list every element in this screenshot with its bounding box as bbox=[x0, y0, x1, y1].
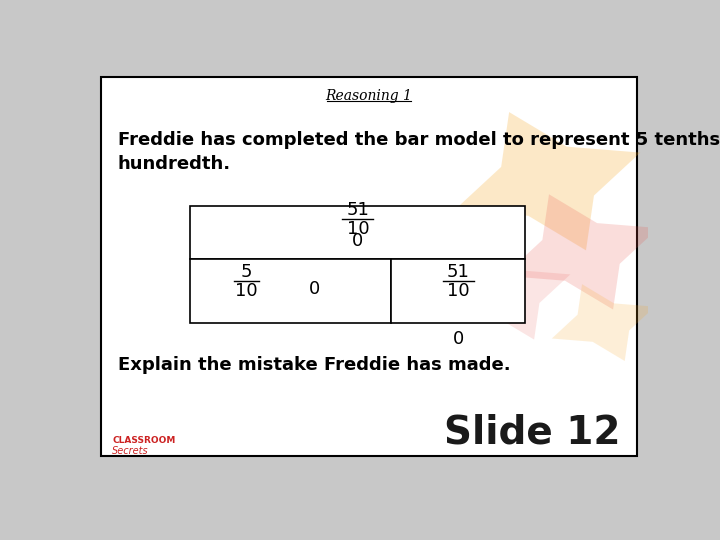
Text: 10: 10 bbox=[235, 282, 258, 300]
Text: 0: 0 bbox=[453, 330, 464, 348]
Polygon shape bbox=[455, 112, 640, 251]
Text: 10: 10 bbox=[346, 220, 369, 238]
Text: Slide 12: Slide 12 bbox=[444, 414, 620, 451]
Text: CLASSROOM: CLASSROOM bbox=[112, 436, 176, 446]
Text: Secrets: Secrets bbox=[112, 446, 149, 456]
Text: 51: 51 bbox=[447, 264, 469, 281]
Text: 51: 51 bbox=[346, 201, 369, 219]
Polygon shape bbox=[446, 247, 570, 340]
Bar bbox=[190, 206, 526, 259]
Text: 0: 0 bbox=[310, 280, 320, 298]
Bar bbox=[190, 259, 392, 322]
Text: Reasoning 1: Reasoning 1 bbox=[325, 89, 413, 103]
Text: 5: 5 bbox=[241, 264, 253, 281]
Text: Freddie has completed the bar model to represent 5 tenths and 1
hundredth.: Freddie has completed the bar model to r… bbox=[118, 131, 720, 173]
Text: Explain the mistake Freddie has made.: Explain the mistake Freddie has made. bbox=[118, 356, 510, 374]
Bar bbox=[392, 259, 526, 322]
Text: 10: 10 bbox=[447, 282, 469, 300]
Polygon shape bbox=[552, 284, 655, 361]
Polygon shape bbox=[504, 194, 658, 309]
Text: 0: 0 bbox=[352, 232, 364, 249]
